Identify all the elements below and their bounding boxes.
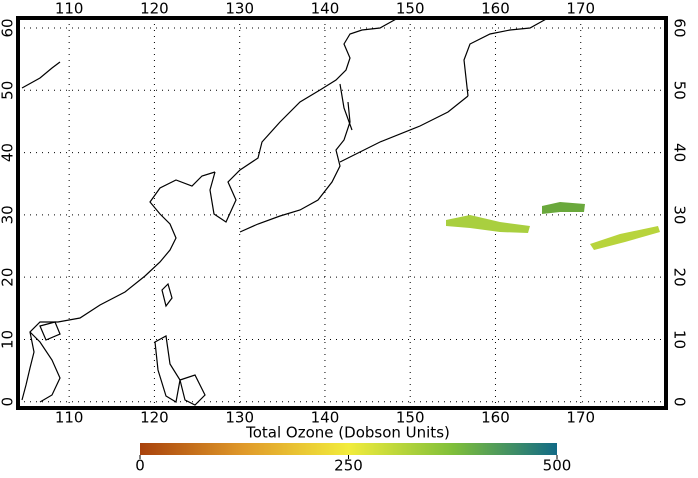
lat-label-right: 10	[671, 330, 689, 349]
island	[39, 321, 61, 341]
colorbar-tick-label: 500	[543, 457, 572, 475]
map-area	[18, 18, 666, 408]
coastline	[339, 83, 353, 131]
grid	[18, 18, 666, 408]
lat-label-left: 30	[0, 205, 17, 224]
coastline	[339, 95, 469, 163]
lon-label-bottom: 110	[55, 409, 84, 427]
lat-label-right: 20	[671, 268, 689, 287]
lat-label-right: 30	[671, 205, 689, 224]
lon-label-bottom: 120	[140, 409, 169, 427]
ozone-swaths	[446, 202, 660, 250]
ozone-swath	[590, 226, 660, 250]
lon-label-top: 140	[311, 0, 340, 18]
colorbar-title: Total Ozone (Dobson Units)	[245, 424, 450, 442]
lon-label-top: 120	[140, 0, 169, 18]
lat-label-left: 60	[0, 18, 17, 37]
lon-label-top: 170	[566, 0, 595, 18]
lon-label-top: 150	[396, 0, 425, 18]
lat-label-right: 40	[671, 143, 689, 162]
lat-label-left: 20	[0, 268, 17, 287]
coastline	[239, 101, 351, 233]
map-frame	[16, 16, 668, 410]
lat-label-left: 10	[0, 330, 17, 349]
lat-label-left: 50	[0, 81, 17, 100]
lat-label-right: 0	[671, 397, 689, 407]
colorbar-tick-label: 0	[135, 457, 145, 475]
island	[154, 335, 181, 403]
coastlines	[21, 17, 549, 406]
lon-label-bottom: 150	[396, 409, 425, 427]
colorbar-tick-label: 250	[334, 457, 363, 475]
coastline	[209, 17, 399, 223]
coastline	[21, 61, 61, 89]
lat-label-left: 40	[0, 143, 17, 162]
lat-label-left: 0	[0, 397, 17, 407]
lon-label-bottom: 140	[311, 409, 340, 427]
lon-label-top: 110	[55, 0, 84, 18]
island	[179, 374, 206, 406]
lat-label-right: 50	[671, 81, 689, 100]
coastline	[21, 171, 216, 401]
lon-label-bottom: 160	[481, 409, 510, 427]
coastline	[463, 17, 549, 97]
ozone-swath	[446, 215, 530, 233]
colorbar	[140, 443, 557, 455]
coastline	[29, 331, 61, 403]
axis-labels: 110 110 120 120 130 130 140 140 150 150 160 160 170 1…	[0, 0, 689, 427]
lon-label-top: 160	[481, 0, 510, 18]
ozone-swath	[542, 202, 585, 214]
island	[161, 282, 173, 308]
lon-label-bottom: 130	[225, 409, 254, 427]
lat-label-right: 60	[671, 18, 689, 37]
lon-label-top: 130	[225, 0, 254, 18]
lon-label-bottom: 170	[566, 409, 595, 427]
